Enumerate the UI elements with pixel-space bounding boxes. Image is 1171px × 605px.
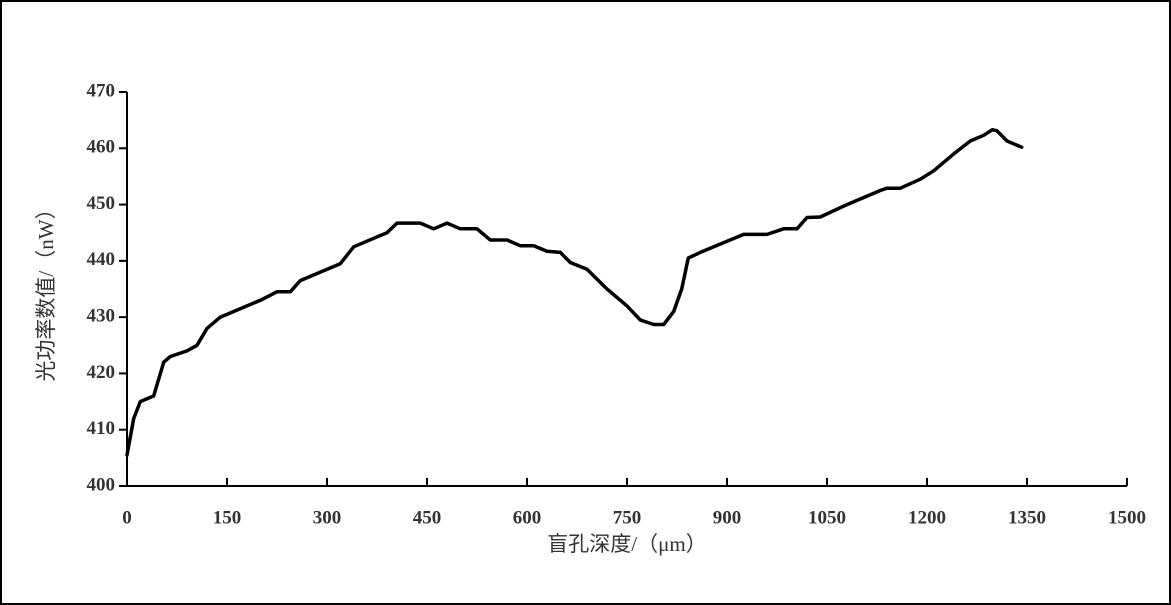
y-tick-label: 460 [87,137,116,158]
x-tick-label: 1050 [808,507,846,528]
y-tick-label: 430 [87,306,116,327]
x-tick-label: 450 [413,507,442,528]
x-tick-label: 900 [713,507,742,528]
y-tick-label: 470 [87,80,116,101]
x-axis-title: 盲孔深度/（μm） [547,532,706,556]
data-line [125,127,1024,457]
y-tick-label: 410 [87,418,116,439]
y-tick-label: 400 [87,474,116,495]
x-tick-label: 750 [613,507,642,528]
y-tick-label: 450 [87,193,116,214]
y-tick-label: 420 [87,362,116,383]
x-tick-label: 1200 [908,507,946,528]
y-axis-title: 光功率数值/（nW） [34,198,58,381]
y-tick-label: 440 [87,249,116,270]
x-tick-label: 0 [122,507,132,528]
x-tick-label: 1350 [1008,507,1046,528]
x-tick-label: 150 [213,507,242,528]
x-tick-label: 600 [513,507,542,528]
x-tick-label: 300 [313,507,342,528]
x-tick-label: 1500 [1108,507,1146,528]
